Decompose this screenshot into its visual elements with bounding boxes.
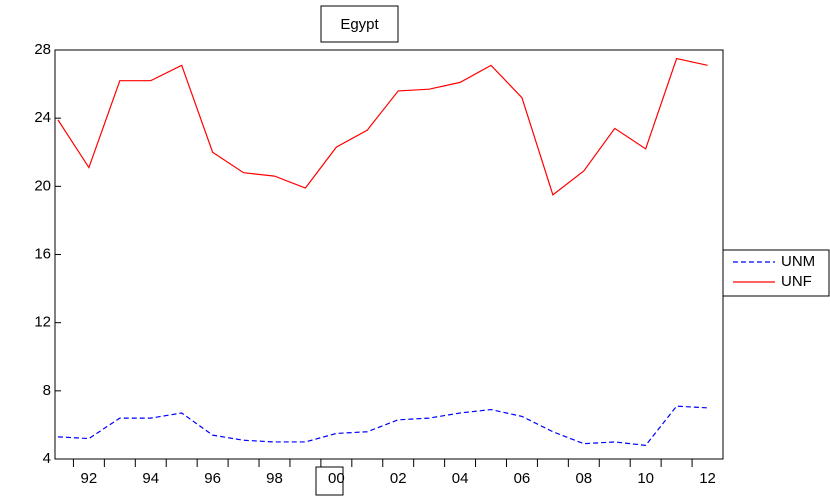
x-tick-label: 92 <box>81 470 98 487</box>
small-box <box>315 466 344 496</box>
x-tick-label: 10 <box>637 470 654 487</box>
x-tick-label: 08 <box>575 470 592 487</box>
y-tick-label: 20 <box>34 177 51 194</box>
y-tick-label: 8 <box>43 382 51 399</box>
x-tick-label: 04 <box>452 470 469 487</box>
x-tick-label: 02 <box>390 470 407 487</box>
x-tick-label: 12 <box>699 470 716 487</box>
y-tick-label: 12 <box>34 314 51 331</box>
series-line <box>57 405 708 446</box>
series-line <box>57 57 708 196</box>
x-tick-label: 96 <box>204 470 221 487</box>
title-box <box>320 5 399 43</box>
x-tick-label: 06 <box>514 470 531 487</box>
legend-label: UNM <box>781 253 815 270</box>
chart-title: Egypt <box>340 16 379 33</box>
y-tick-label: 16 <box>34 245 51 262</box>
x-tick-label: 94 <box>142 470 159 487</box>
y-tick-label: 28 <box>34 41 51 58</box>
y-tick-label: 24 <box>34 109 51 126</box>
legend-label: UNF <box>781 273 812 290</box>
plot-frame <box>54 49 724 460</box>
legend-box <box>722 249 830 297</box>
x-tick-label: 98 <box>266 470 283 487</box>
x-tick-label: 00 <box>328 470 345 487</box>
y-tick-label: 4 <box>43 450 51 467</box>
